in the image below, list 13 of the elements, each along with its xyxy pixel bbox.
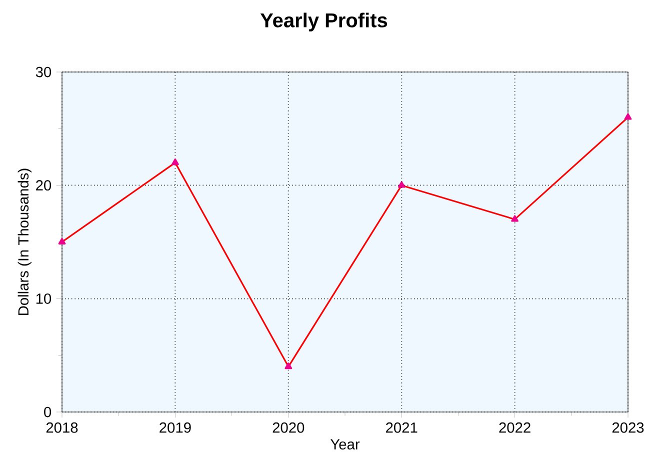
- chart-title: Yearly Profits: [260, 12, 388, 32]
- y-tick-label: 20: [36, 180, 52, 191]
- y-tick-label: 10: [36, 293, 52, 304]
- x-tick-label: 2022: [499, 422, 530, 433]
- x-tick-label: 2021: [386, 422, 418, 433]
- x-axis-title: Year: [330, 439, 360, 450]
- y-tick-label: 0: [44, 406, 52, 418]
- y-axis-title: Dollars (In Thousands): [18, 168, 32, 315]
- x-tick-label: 2019: [160, 422, 191, 433]
- x-tick-label: 2020: [272, 422, 304, 433]
- y-tick-label: 30: [36, 66, 52, 78]
- x-tick-label: 2018: [46, 422, 78, 433]
- x-tick-label: 2023: [612, 422, 644, 433]
